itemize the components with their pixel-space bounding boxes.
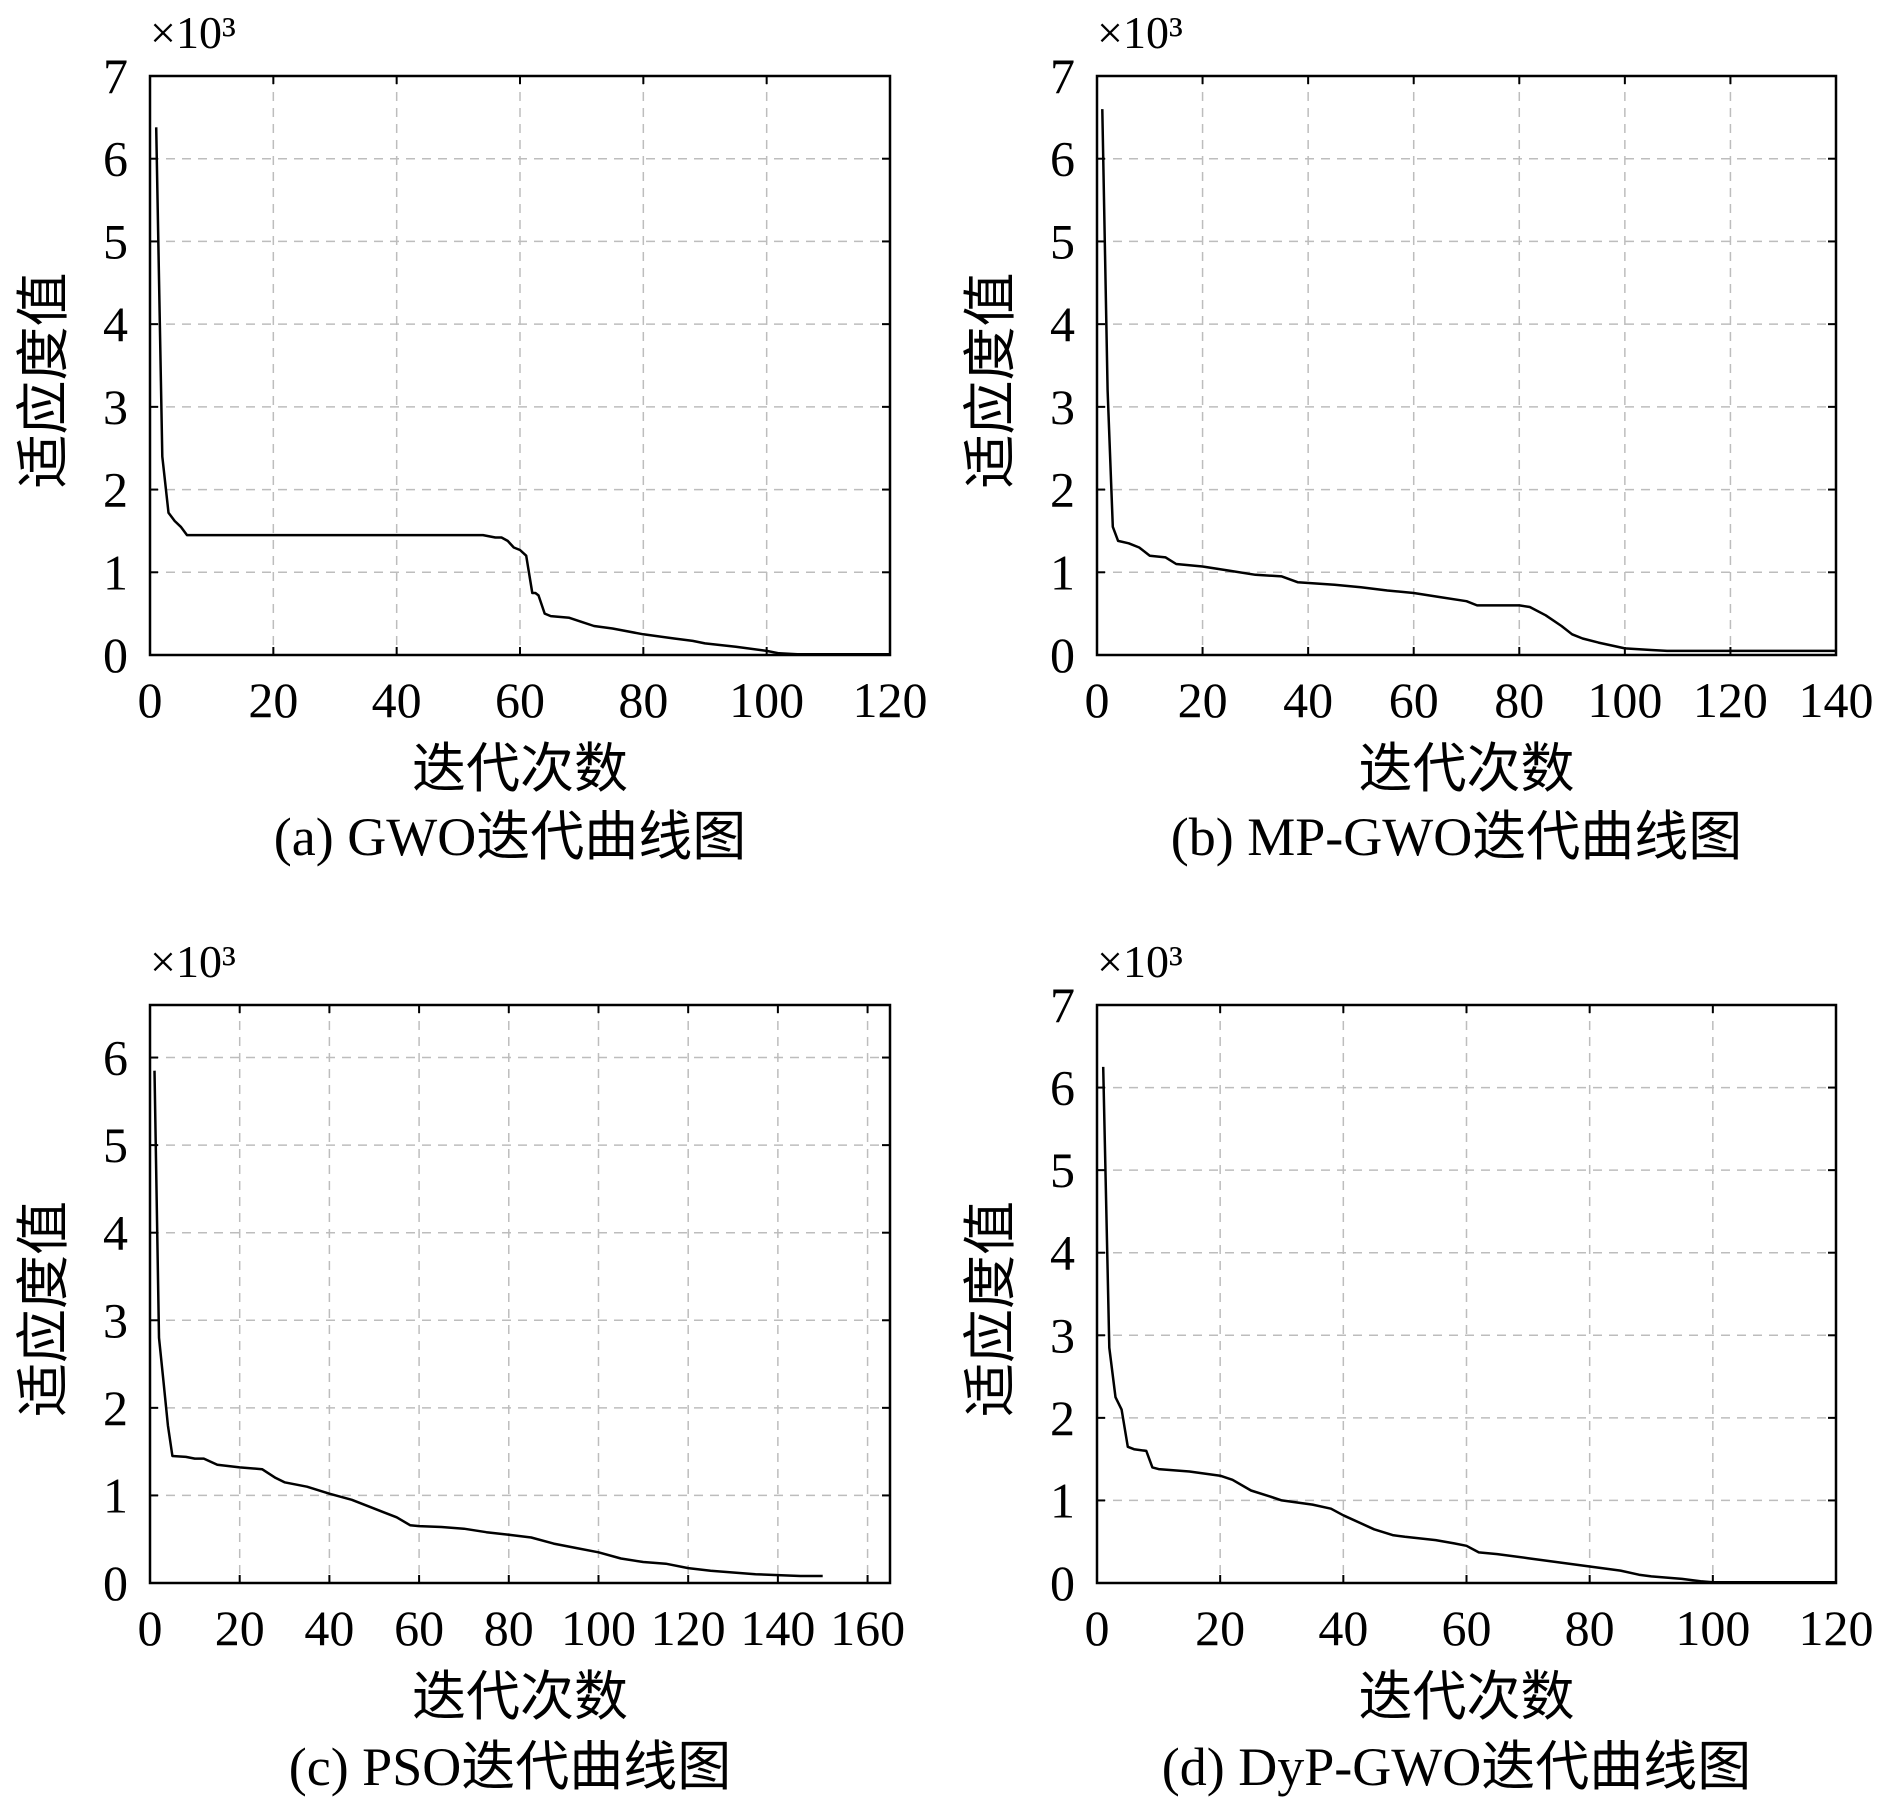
y-tick-label: 1 xyxy=(1050,544,1075,600)
y-tick-label: 4 xyxy=(1050,296,1075,352)
chart-caption: (b) MP-GWO迭代曲线图 xyxy=(1171,807,1742,867)
y-scale-label: ×10³ xyxy=(1097,936,1183,987)
y-axis-label: 适应度值 xyxy=(14,1201,74,1417)
x-tick-label: 60 xyxy=(394,1600,444,1656)
x-tick-label: 60 xyxy=(495,672,545,728)
y-tick-label: 7 xyxy=(1050,48,1075,104)
series-line-0 xyxy=(153,1070,823,1578)
x-tick-label: 120 xyxy=(651,1600,726,1656)
y-axis-label: 适应度值 xyxy=(961,273,1021,489)
chart-panel-1: 0 20 40 60 80 100 120 140 0 1 2 3 4 5 6 7 ×10³ 迭代次数 适应度值 (b… xyxy=(961,7,1874,867)
y-tick-label: 6 xyxy=(1050,131,1075,187)
x-tick-label: 100 xyxy=(561,1600,636,1656)
y-tick-label: 4 xyxy=(1050,1225,1075,1281)
x-tick-label: 120 xyxy=(1799,1600,1874,1656)
chart-caption: (c) PSO迭代曲线图 xyxy=(289,1737,732,1797)
x-tick-label: 80 xyxy=(1565,1600,1615,1656)
series-line-0 xyxy=(1101,109,1836,653)
x-tick-label: 100 xyxy=(729,672,804,728)
y-tick-label: 1 xyxy=(103,1467,128,1523)
y-axis-label: 适应度值 xyxy=(14,273,74,489)
x-tick-label: 40 xyxy=(372,672,422,728)
x-tick-label: 20 xyxy=(1195,1600,1245,1656)
y-tick-label: 0 xyxy=(1050,1555,1075,1611)
x-tick-label: 100 xyxy=(1675,1600,1750,1656)
x-tick-label: 0 xyxy=(1085,1600,1110,1656)
y-scale-label: ×10³ xyxy=(150,7,236,58)
y-axis-label: 适应度值 xyxy=(961,1201,1021,1417)
y-tick-label: 5 xyxy=(103,1117,128,1173)
y-tick-label: 7 xyxy=(1050,977,1075,1033)
chart-panel-3: 0 20 40 60 80 100 120 0 1 2 3 4 5 6 7 ×10³ 迭代次数 适应度值 (d) D… xyxy=(961,936,1874,1797)
x-tick-label: 0 xyxy=(138,1600,163,1656)
y-scale-label: ×10³ xyxy=(150,936,236,987)
x-tick-label: 20 xyxy=(215,1600,265,1656)
x-tick-label: 80 xyxy=(1494,672,1544,728)
x-tick-label: 20 xyxy=(248,672,298,728)
y-tick-label: 2 xyxy=(1050,462,1075,518)
x-tick-label: 80 xyxy=(618,672,668,728)
y-tick-label: 3 xyxy=(103,1292,128,1348)
y-tick-label: 6 xyxy=(103,131,128,187)
y-tick-label: 5 xyxy=(1050,213,1075,269)
y-tick-label: 5 xyxy=(103,213,128,269)
y-tick-label: 2 xyxy=(1050,1390,1075,1446)
plot-frame xyxy=(1095,74,1838,657)
x-axis-label: 迭代次数 xyxy=(1359,1667,1575,1727)
chart-caption: (a) GWO迭代曲线图 xyxy=(274,807,746,867)
y-tick-label: 1 xyxy=(103,544,128,600)
x-axis-label: 迭代次数 xyxy=(1359,739,1575,799)
x-axis-label: 迭代次数 xyxy=(412,1667,628,1727)
y-tick-label: 3 xyxy=(103,379,128,435)
y-tick-label: 2 xyxy=(103,1380,128,1436)
y-tick-label: 6 xyxy=(103,1030,128,1086)
y-tick-label: 0 xyxy=(1050,627,1075,683)
y-tick-label: 4 xyxy=(103,296,128,352)
x-tick-label: 120 xyxy=(853,672,928,728)
y-tick-label: 3 xyxy=(1050,379,1075,435)
x-tick-label: 80 xyxy=(484,1600,534,1656)
x-tick-label: 40 xyxy=(1283,672,1333,728)
y-tick-label: 2 xyxy=(103,462,128,518)
y-tick-label: 0 xyxy=(103,627,128,683)
x-tick-label: 60 xyxy=(1442,1600,1492,1656)
x-tick-label: 100 xyxy=(1587,672,1662,728)
x-tick-label: 0 xyxy=(138,672,163,728)
y-tick-label: 7 xyxy=(103,48,128,104)
x-tick-label: 60 xyxy=(1389,672,1439,728)
x-tick-label: 0 xyxy=(1085,672,1110,728)
y-tick-label: 3 xyxy=(1050,1307,1075,1363)
series-line-0 xyxy=(154,127,890,656)
x-tick-label: 40 xyxy=(304,1600,354,1656)
chart-panel-0: 0 20 40 60 80 100 120 0 1 2 3 4 5 6 7 ×10³ 迭代次数 适应度值 (a) G… xyxy=(14,7,928,867)
x-tick-label: 40 xyxy=(1318,1600,1368,1656)
x-tick-label: 140 xyxy=(1799,672,1874,728)
x-tick-label: 160 xyxy=(830,1600,905,1656)
x-tick-label: 140 xyxy=(740,1600,815,1656)
y-tick-label: 5 xyxy=(1050,1142,1075,1198)
y-tick-label: 4 xyxy=(103,1205,128,1261)
chart-panel-2: 0 20 40 60 80 100 120 140 160 0 1 2 3 4 5 6 ×10³ 迭代次数 适应度值… xyxy=(14,936,905,1797)
y-tick-label: 0 xyxy=(103,1555,128,1611)
y-tick-label: 1 xyxy=(1050,1472,1075,1528)
x-tick-label: 20 xyxy=(1178,672,1228,728)
y-scale-label: ×10³ xyxy=(1097,7,1183,58)
x-axis-label: 迭代次数 xyxy=(412,739,628,799)
y-tick-label: 6 xyxy=(1050,1060,1075,1116)
series-line-0 xyxy=(1101,1066,1836,1584)
x-tick-label: 120 xyxy=(1693,672,1768,728)
plot-frame xyxy=(148,1003,892,1585)
chart-caption: (d) DyP-GWO迭代曲线图 xyxy=(1162,1737,1751,1797)
